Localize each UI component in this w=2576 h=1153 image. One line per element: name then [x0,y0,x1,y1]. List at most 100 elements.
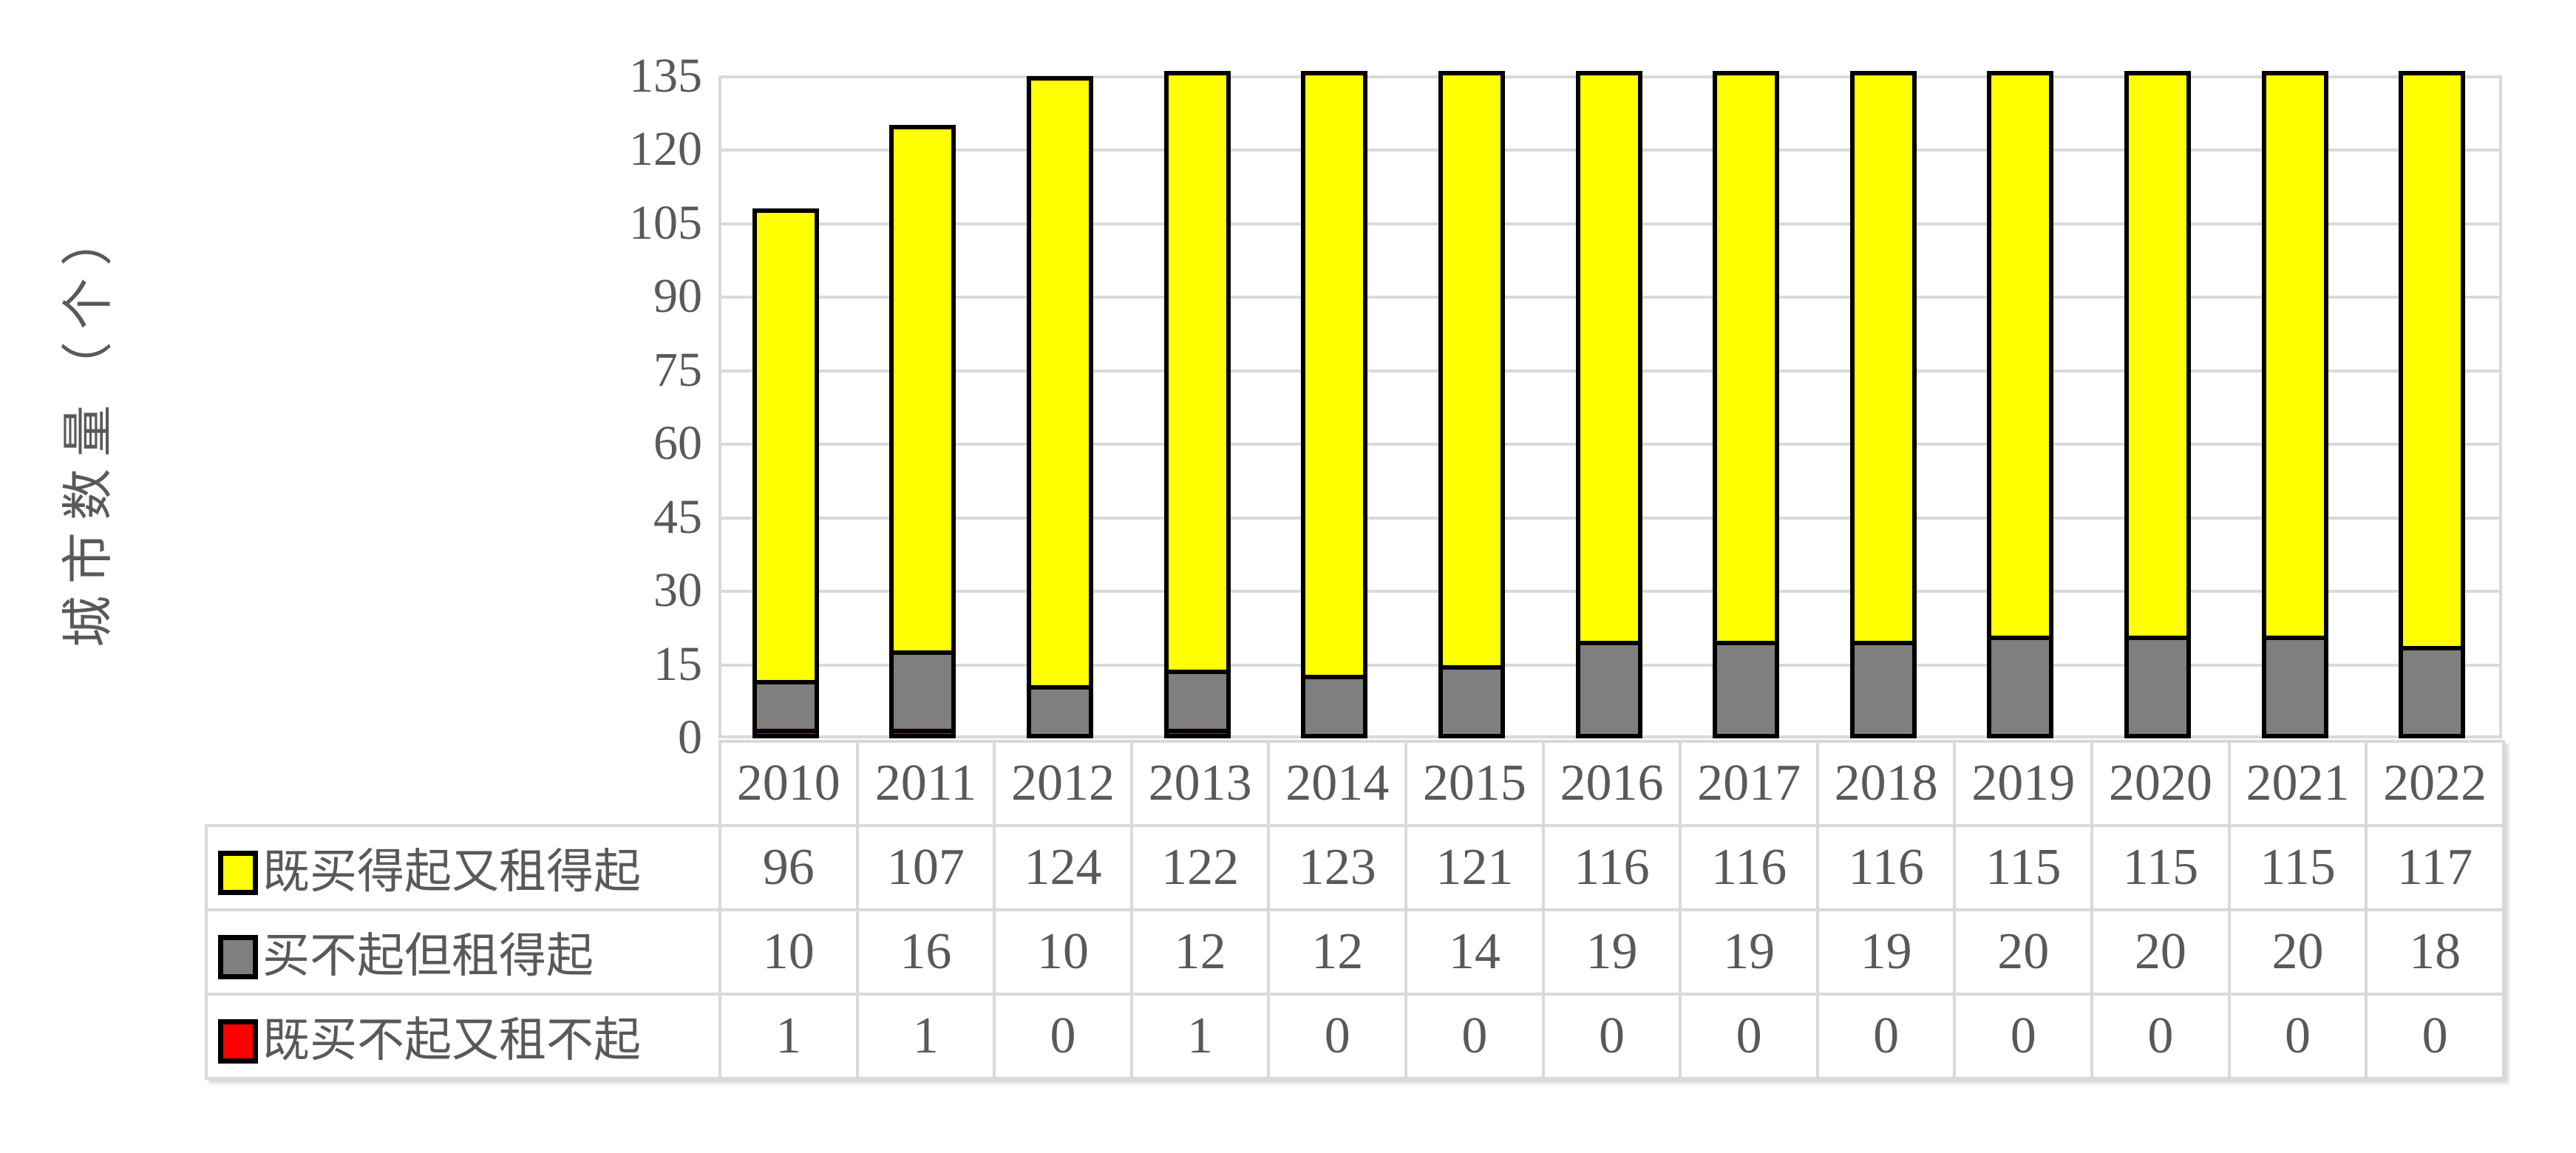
year-cell: 2014 [1267,740,1408,827]
bar-segment-rent-only [894,650,951,729]
bar-segment-affordable-both [2129,75,2186,636]
bar-column-2021 [2262,71,2337,738]
value-cell: 115 [2090,824,2231,911]
bar-column-2010 [752,208,828,738]
value-cell: 0 [1679,993,1819,1080]
bar-segment-affordable-both [1855,75,1912,641]
bar-segment-rent-only [1305,675,1363,734]
value-cell: 96 [718,824,859,911]
bar-segment-affordable-both [2266,75,2324,636]
year-cell: 2022 [2365,740,2505,827]
bar-column-2015 [1438,71,1514,738]
y-tick-label: 0 [678,710,702,764]
bar-segment-neither [757,729,815,734]
stacked-bar [752,208,819,738]
legend-key-icon [218,935,258,979]
value-cell: 107 [855,824,996,911]
y-tick-label: 75 [653,343,702,397]
y-tick-label: 15 [653,637,702,691]
stacked-bar [2124,71,2191,738]
stacked-bar [2262,71,2328,738]
year-cell: 2020 [2090,740,2231,827]
bar-segment-affordable-both [1717,75,1775,641]
table-corner-cell [206,741,720,826]
stacked-bar [889,125,956,738]
data-table: 2010 2011 2012 2013 2014 2015 2016 2017 2018 2019… [205,740,2505,1080]
value-cell: 0 [2227,993,2368,1080]
legend-cell: 既买不起又租不起 [205,993,721,1080]
value-cell: 116 [1679,824,1819,911]
table-row: 既买不起又租不起 1 1 0 1 0 0 0 0 0 0 0 0 0 [205,993,2505,1080]
value-cell: 0 [1404,993,1545,1080]
bar-segment-affordable-both [1580,75,1638,641]
value-cell: 0 [1541,993,1682,1080]
value-cell: 12 [1267,908,1408,996]
value-cell: 19 [1679,908,1819,996]
value-cell: 115 [1953,824,2094,911]
value-cell: 117 [2365,824,2505,911]
y-tick-label: 45 [653,490,702,544]
bar-column-2016 [1576,71,1651,738]
bar-segment-affordable-both [1169,75,1226,670]
value-cell: 0 [1815,993,1957,1080]
bar-column-2014 [1301,71,1376,738]
y-tick-label: 90 [653,269,702,323]
y-tick-label: 30 [653,563,702,617]
y-axis-title: 城市数量（个） [61,203,118,647]
year-cell: 2011 [855,740,996,827]
value-cell: 10 [718,908,859,996]
bar-column-2011 [889,125,965,738]
bar-segment-affordable-both [1031,81,1089,685]
bar-segment-neither [894,729,951,734]
value-cell: 1 [1129,993,1271,1080]
value-cell: 20 [2227,908,2368,996]
value-cell: 123 [1267,824,1408,911]
year-cell: 2012 [993,740,1133,827]
value-cell: 14 [1404,908,1545,996]
year-cell: 2015 [1404,740,1545,827]
bar-segment-affordable-both [757,213,815,680]
value-cell: 0 [1953,993,2094,1080]
bar-column-2013 [1164,71,1240,738]
y-tick-label: 105 [629,196,702,250]
stacked-bar [1576,71,1642,738]
stacked-bar [1713,71,1779,738]
legend-key-icon [218,1019,258,1064]
value-cell: 116 [1541,824,1682,911]
bar-column-2022 [2399,71,2474,738]
table-row: 买不起但租得起 10 16 10 12 12 14 19 19 19 20 20 20 18 [205,908,2505,996]
stacked-bar [1987,71,2053,738]
y-tick-label: 135 [629,49,702,103]
legend-cell: 既买得起又租得起 [205,824,721,911]
year-cell: 2019 [1953,740,2094,827]
bar-column-2017 [1713,71,1788,738]
value-cell: 116 [1815,824,1957,911]
value-cell: 0 [2090,993,2231,1080]
bar-segment-rent-only [1443,665,1501,734]
bar-segment-neither [1169,729,1226,734]
table-header-row: 2010 2011 2012 2013 2014 2015 2016 2017 2018 2019… [206,740,2505,827]
value-cell: 1 [718,993,859,1080]
value-cell: 0 [2365,993,2505,1080]
bar-column-2018 [1850,71,1926,738]
bar-segment-rent-only [2129,636,2186,734]
bar-segment-rent-only [1991,636,2049,734]
value-cell: 122 [1129,824,1271,911]
stacked-bar [2399,71,2465,738]
bar-column-2012 [1027,76,1102,738]
bar-segment-rent-only [1169,670,1226,729]
y-tick-label: 120 [629,122,702,176]
value-cell: 19 [1815,908,1957,996]
bar-segment-affordable-both [2403,75,2461,646]
value-cell: 16 [855,908,996,996]
value-cell: 20 [1953,908,2094,996]
value-cell: 18 [2365,908,2505,996]
value-cell: 121 [1404,824,1545,911]
stacked-bar [1850,71,1917,738]
year-cell: 2016 [1541,740,1682,827]
legend-key-icon [218,851,258,895]
value-cell: 1 [855,993,996,1080]
bar-segment-rent-only [1580,641,1638,734]
value-cell: 19 [1541,908,1682,996]
